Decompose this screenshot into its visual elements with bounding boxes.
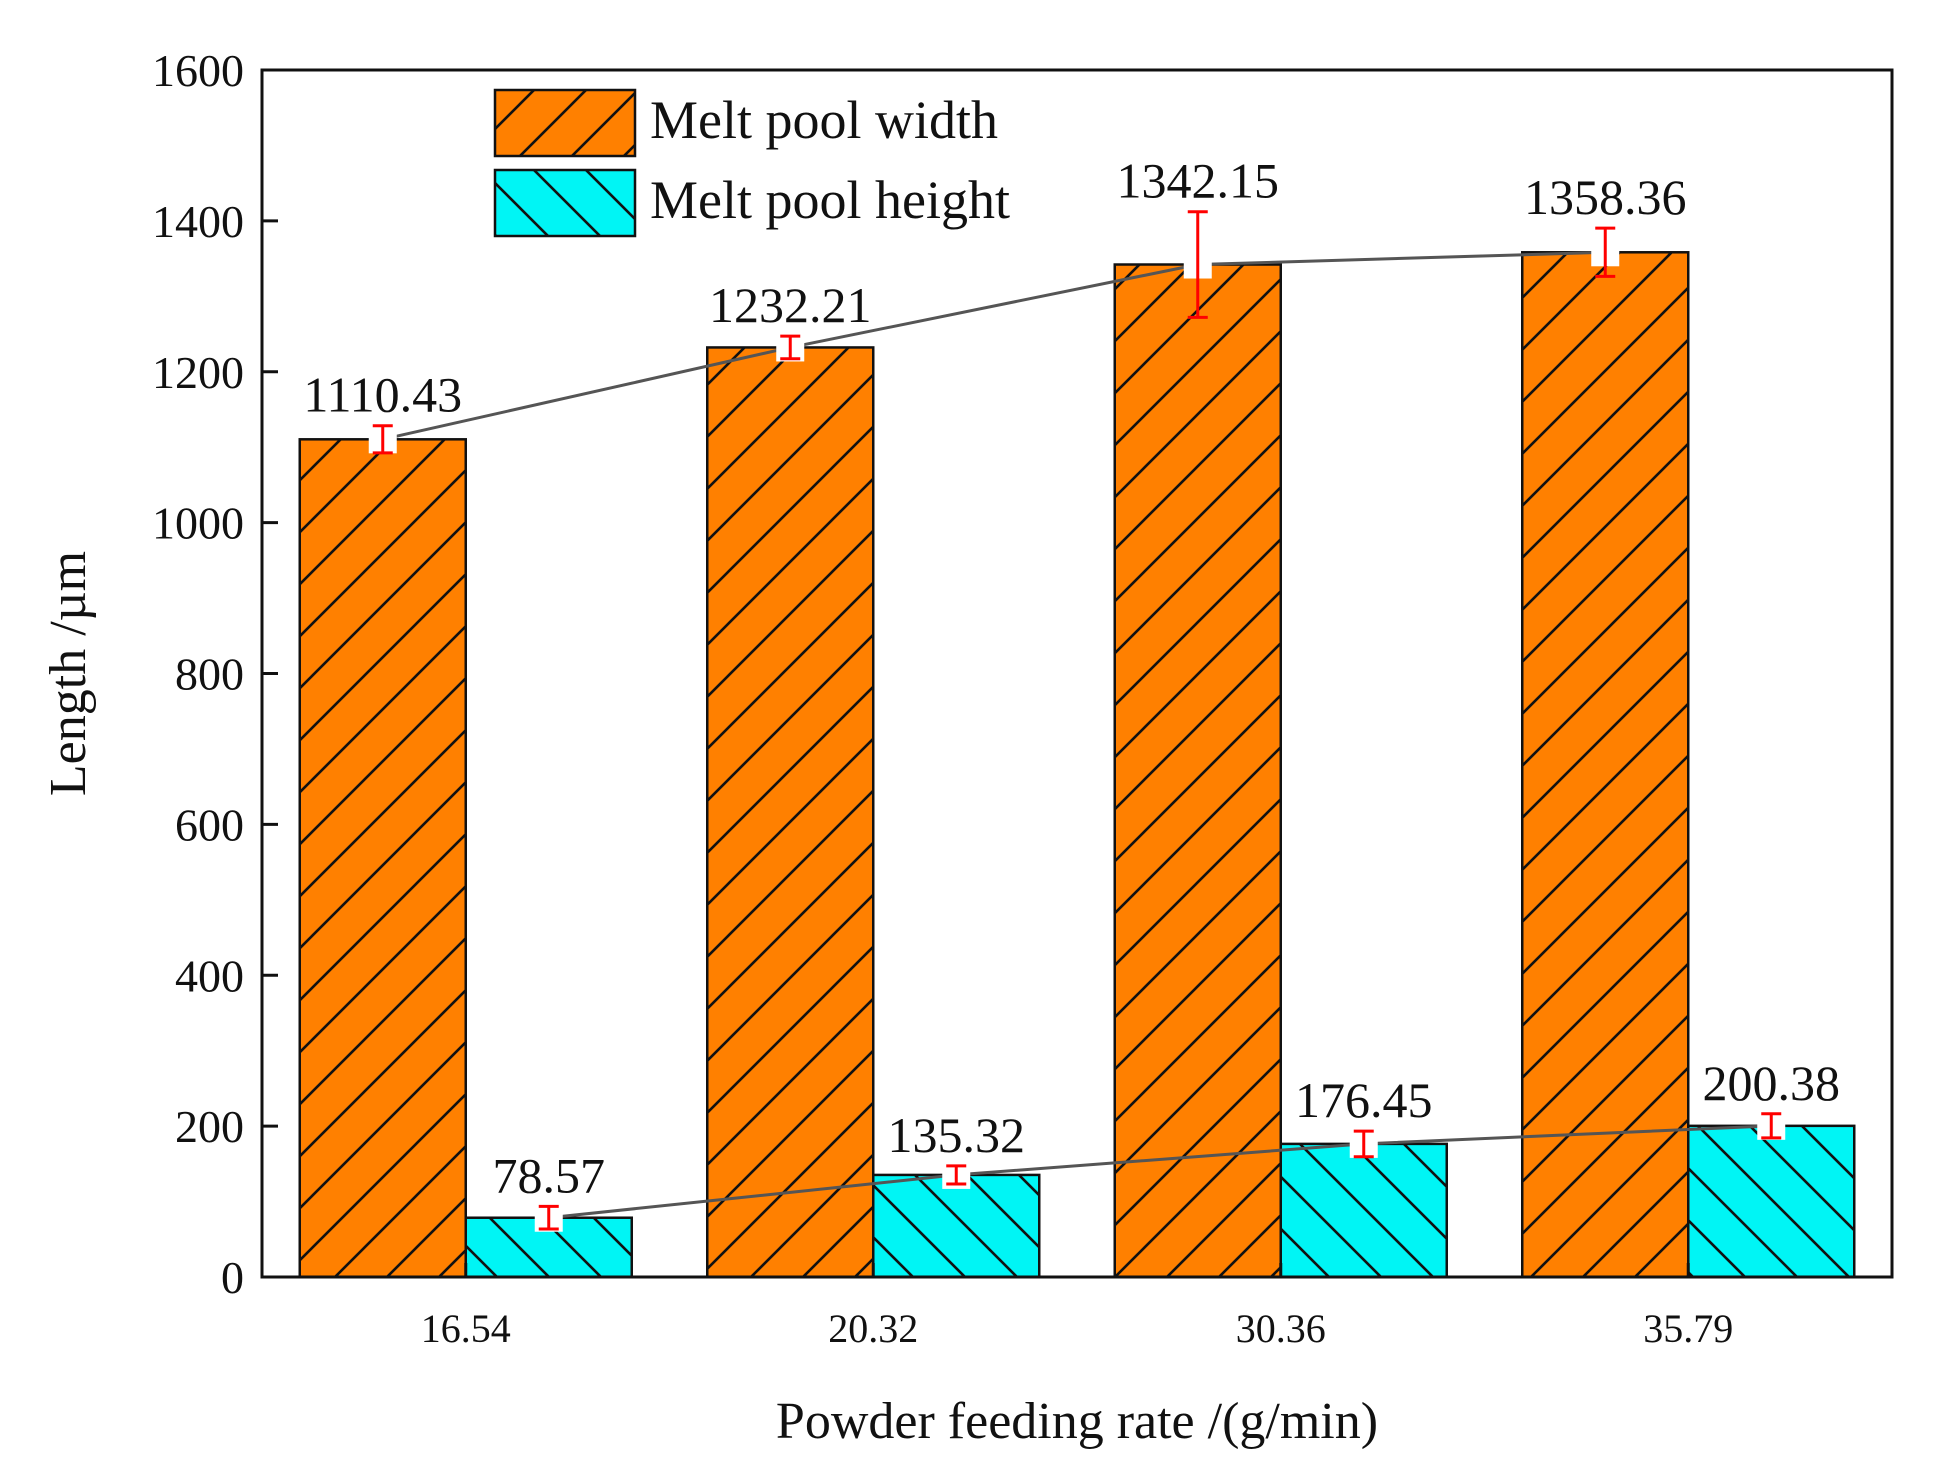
y-tick-label: 800: [175, 649, 244, 700]
data-label-height-1: 135.32: [888, 1107, 1026, 1163]
data-label-width-0: 1110.43: [303, 367, 462, 423]
legend-label: Melt pool width: [650, 90, 998, 150]
data-label-width-2: 1342.15: [1117, 153, 1280, 209]
error-bar-width-1: [776, 333, 805, 362]
y-tick-label: 600: [175, 799, 244, 850]
bar-hatch-width-2: [1113, 263, 1282, 1279]
x-tick-label: 35.79: [1643, 1306, 1733, 1351]
y-tick-label: 1400: [152, 196, 244, 247]
bar-hatch-height-1: [872, 1173, 1041, 1279]
data-label-height-2: 176.45: [1295, 1072, 1433, 1128]
error-bar-width-3: [1591, 226, 1620, 278]
trend-line-height: [548, 1124, 1772, 1220]
y-axis-title: Length /µm: [40, 551, 97, 796]
data-label-height-3: 200.38: [1703, 1055, 1841, 1111]
error-bar-height-0: [534, 1203, 563, 1232]
x-tick-label: 20.32: [828, 1306, 918, 1351]
data-label-width-1: 1232.21: [709, 277, 872, 333]
y-tick-label: 0: [221, 1252, 244, 1303]
trend-line-width: [382, 250, 1606, 441]
x-axis-title: Powder feeding rate /(g/min): [776, 1393, 1378, 1450]
error-bar-height-2: [1349, 1129, 1378, 1159]
legend-swatch-hatch: [493, 88, 637, 158]
legend-item-height: Melt pool height: [493, 168, 1010, 238]
x-tick-label: 30.36: [1236, 1306, 1326, 1351]
error-bar-height-3: [1757, 1111, 1786, 1140]
bar-hatch-width-3: [1521, 251, 1690, 1279]
y-tick-label: 1200: [152, 347, 244, 398]
bar-hatch-height-2: [1279, 1142, 1448, 1279]
data-label-height-0: 78.57: [493, 1147, 606, 1203]
bar-hatch-width-1: [706, 346, 875, 1279]
error-bar-height-1: [942, 1160, 971, 1189]
y-tick-label: 400: [175, 950, 244, 1001]
legend-label: Melt pool height: [650, 170, 1010, 230]
x-tick-label: 16.54: [421, 1306, 511, 1351]
bar-hatch-height-3: [1687, 1124, 1856, 1279]
data-label-width-3: 1358.36: [1524, 169, 1687, 225]
error-bar-width-0: [368, 424, 397, 455]
y-tick-label: 200: [175, 1101, 244, 1152]
legend-item-width: Melt pool width: [493, 88, 998, 158]
y-tick-label: 1600: [152, 45, 244, 96]
error-bar-width-2: [1183, 210, 1212, 319]
legend-swatch-hatch: [493, 168, 637, 238]
bar-hatch-width-0: [298, 438, 467, 1279]
y-tick-label: 1000: [152, 498, 244, 549]
